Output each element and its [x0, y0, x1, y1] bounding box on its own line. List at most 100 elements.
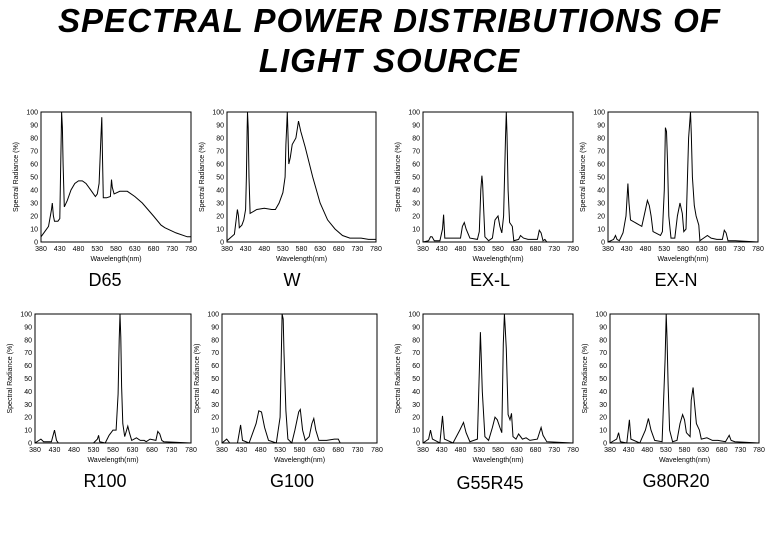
y-axis-label: Spectral Radiance (%): [395, 343, 402, 413]
light-source-name: G55R45: [456, 473, 523, 493]
x-tick-label: 780: [371, 447, 383, 454]
plot-frame: [40, 111, 192, 243]
y-tick-label: 60: [30, 162, 38, 169]
x-tick-label: 580: [107, 447, 119, 454]
x-tick-label: 530: [274, 447, 286, 454]
y-tick-label: 50: [30, 175, 38, 182]
y-tick-label: 0: [28, 441, 32, 448]
x-tick-label: 380: [602, 246, 614, 253]
x-tick-label: 380: [604, 447, 616, 454]
y-tick-label: 30: [216, 201, 224, 208]
y-tick-label: 0: [34, 240, 38, 247]
spectrum-line: [221, 313, 377, 444]
x-tick-label: 730: [548, 447, 560, 454]
x-tick-label: 380: [417, 246, 429, 253]
light-source-name: R100: [83, 471, 126, 491]
x-tick-label: 680: [148, 246, 160, 253]
x-tick-label: 580: [679, 447, 691, 454]
x-tick-label: 430: [236, 447, 248, 454]
y-tick-label: 100: [408, 110, 420, 117]
y-tick-label: 60: [597, 162, 605, 169]
plot-frame: [34, 313, 192, 444]
y-tick-label: 50: [24, 376, 32, 383]
x-tick-label: 780: [753, 447, 765, 454]
x-tick-label: 680: [146, 447, 158, 454]
x-axis-label: Wavelength(nm): [472, 457, 523, 464]
y-tick-label: 80: [211, 337, 219, 344]
x-tick-label: 530: [473, 447, 485, 454]
x-tick-label: 480: [641, 447, 653, 454]
x-tick-label: 530: [660, 447, 672, 454]
y-tick-label: 70: [412, 149, 420, 156]
y-tick-label: 80: [412, 136, 420, 143]
plot-g80r20: 0 10 20 30 40 50 60 70 80 90 100 380 430 480 530 580 630…: [582, 312, 765, 492]
y-tick-label: 10: [211, 428, 219, 435]
x-tick-label: 430: [623, 447, 635, 454]
y-tick-label: 40: [599, 389, 607, 396]
x-tick-label: 430: [54, 246, 66, 253]
x-tick-label: 530: [277, 246, 289, 253]
y-tick-label: 100: [26, 110, 38, 117]
y-axis-label: Spectral Radiance (%): [582, 343, 589, 413]
x-tick-label: 580: [492, 246, 504, 253]
y-tick-label: 80: [30, 136, 38, 143]
x-tick-label: 730: [735, 447, 747, 454]
y-tick-label: 100: [408, 312, 420, 319]
x-tick-label: 430: [436, 447, 448, 454]
x-tick-label: 680: [333, 246, 345, 253]
x-tick-label: 380: [417, 447, 429, 454]
x-axis-label: Wavelength(nm): [90, 256, 141, 263]
y-tick-label: 60: [211, 363, 219, 370]
y-tick-label: 10: [412, 428, 420, 435]
x-axis-label: Wavelength(nm): [276, 256, 327, 263]
y-tick-label: 30: [597, 201, 605, 208]
x-tick-label: 630: [511, 447, 523, 454]
y-tick-label: 10: [597, 227, 605, 234]
y-tick-label: 50: [599, 376, 607, 383]
y-tick-label: 10: [412, 227, 420, 234]
x-axis-label: Wavelength(nm): [657, 256, 708, 263]
y-tick-label: 30: [412, 402, 420, 409]
y-tick-label: 90: [216, 123, 224, 130]
y-tick-label: 0: [215, 441, 219, 448]
y-tick-label: 80: [24, 337, 32, 344]
y-tick-label: 30: [211, 402, 219, 409]
plot-ex-n: 0 10 20 30 40 50 60 70 80 90 100 380 430 480 530 580 630…: [580, 110, 764, 291]
x-tick-label: 480: [640, 246, 652, 253]
y-tick-label: 90: [24, 324, 32, 331]
y-tick-label: 60: [599, 363, 607, 370]
y-tick-label: 70: [599, 350, 607, 357]
light-source-name: D65: [88, 270, 121, 290]
y-tick-label: 40: [412, 188, 420, 195]
spectrum-line: [422, 111, 573, 243]
y-tick-label: 20: [211, 415, 219, 422]
y-axis-label: Spectral Radiance (%): [199, 142, 206, 212]
x-tick-label: 530: [88, 447, 100, 454]
x-tick-label: 780: [185, 246, 197, 253]
x-tick-label: 580: [296, 246, 308, 253]
y-tick-label: 100: [20, 312, 32, 319]
x-tick-label: 630: [129, 246, 141, 253]
x-tick-label: 380: [221, 246, 233, 253]
y-tick-label: 50: [216, 175, 224, 182]
y-tick-label: 30: [24, 402, 32, 409]
figure-title-line-2: LIGHT SOURCE: [258, 42, 521, 79]
x-tick-label: 530: [91, 246, 103, 253]
y-tick-label: 70: [216, 149, 224, 156]
spectrum-line: [609, 313, 760, 444]
light-source-name: G80R20: [642, 471, 709, 491]
x-tick-label: 480: [455, 246, 467, 253]
x-tick-label: 430: [436, 246, 448, 253]
x-tick-label: 780: [752, 246, 764, 253]
y-axis-label: Spectral Radiance (%): [13, 142, 20, 212]
plot-g100: 0 10 20 30 40 50 60 70 80 90 100 380 430 480 530 580 630…: [194, 312, 383, 492]
y-tick-label: 30: [412, 201, 420, 208]
x-tick-label: 680: [716, 447, 728, 454]
y-tick-label: 0: [601, 240, 605, 247]
y-tick-label: 40: [24, 389, 32, 396]
x-tick-label: 430: [240, 246, 252, 253]
y-tick-label: 40: [597, 188, 605, 195]
y-tick-label: 50: [211, 376, 219, 383]
y-tick-label: 100: [595, 312, 607, 319]
